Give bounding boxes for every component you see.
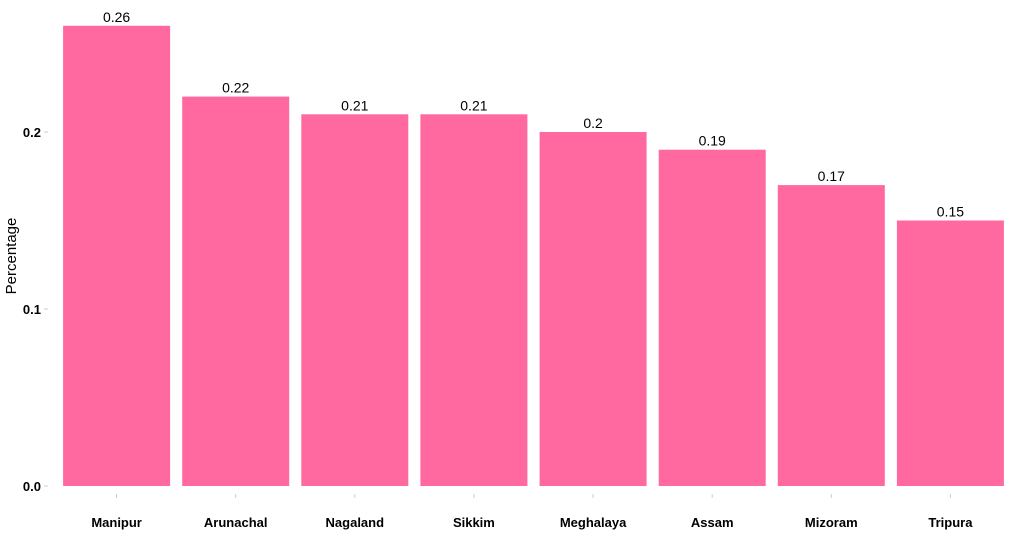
y-axis-title: Percentage [3,218,20,295]
data-label-assam: 0.19 [699,133,726,149]
y-tick-label: 0.0 [23,479,41,494]
bar-nagaland [301,114,409,487]
bar-assam [658,149,766,486]
bar-mizoram [777,185,885,486]
x-tick-label-nagaland: Nagaland [326,515,385,530]
data-labels-layer: 0.26 0.22 0.21 0.21 0.2 0.19 0.17 0.15 [103,9,964,220]
x-tick-label-tripura: Tripura [928,515,973,530]
x-tick-label-manipur: Manipur [91,515,142,530]
bar-manipur [63,25,171,487]
y-axis: 0.0 0.1 0.2 [23,125,48,494]
data-label-mizoram: 0.17 [818,168,845,184]
data-label-sikkim: 0.21 [460,97,487,113]
y-tick-label: 0.2 [23,125,41,140]
data-label-arunachal: 0.22 [222,80,249,96]
bar-sikkim [420,114,528,487]
bar-tripura [896,220,1004,486]
x-tick-label-arunachal: Arunachal [204,515,268,530]
bar-meghalaya [539,132,647,486]
bars-layer [63,25,1004,487]
y-tick-label: 0.1 [23,302,41,317]
x-axis: Manipur Arunachal Nagaland Sikkim Meghalaya A… [91,494,973,530]
data-label-tripura: 0.15 [937,204,964,220]
x-tick-label-meghalaya: Meghalaya [560,515,627,530]
data-label-meghalaya: 0.2 [583,115,603,131]
x-tick-label-mizoram: Mizoram [805,515,858,530]
x-tick-label-assam: Assam [691,515,734,530]
x-tick-label-sikkim: Sikkim [453,515,495,530]
data-label-manipur: 0.26 [103,9,130,25]
bar-arunachal [182,96,290,486]
data-label-nagaland: 0.21 [341,97,368,113]
